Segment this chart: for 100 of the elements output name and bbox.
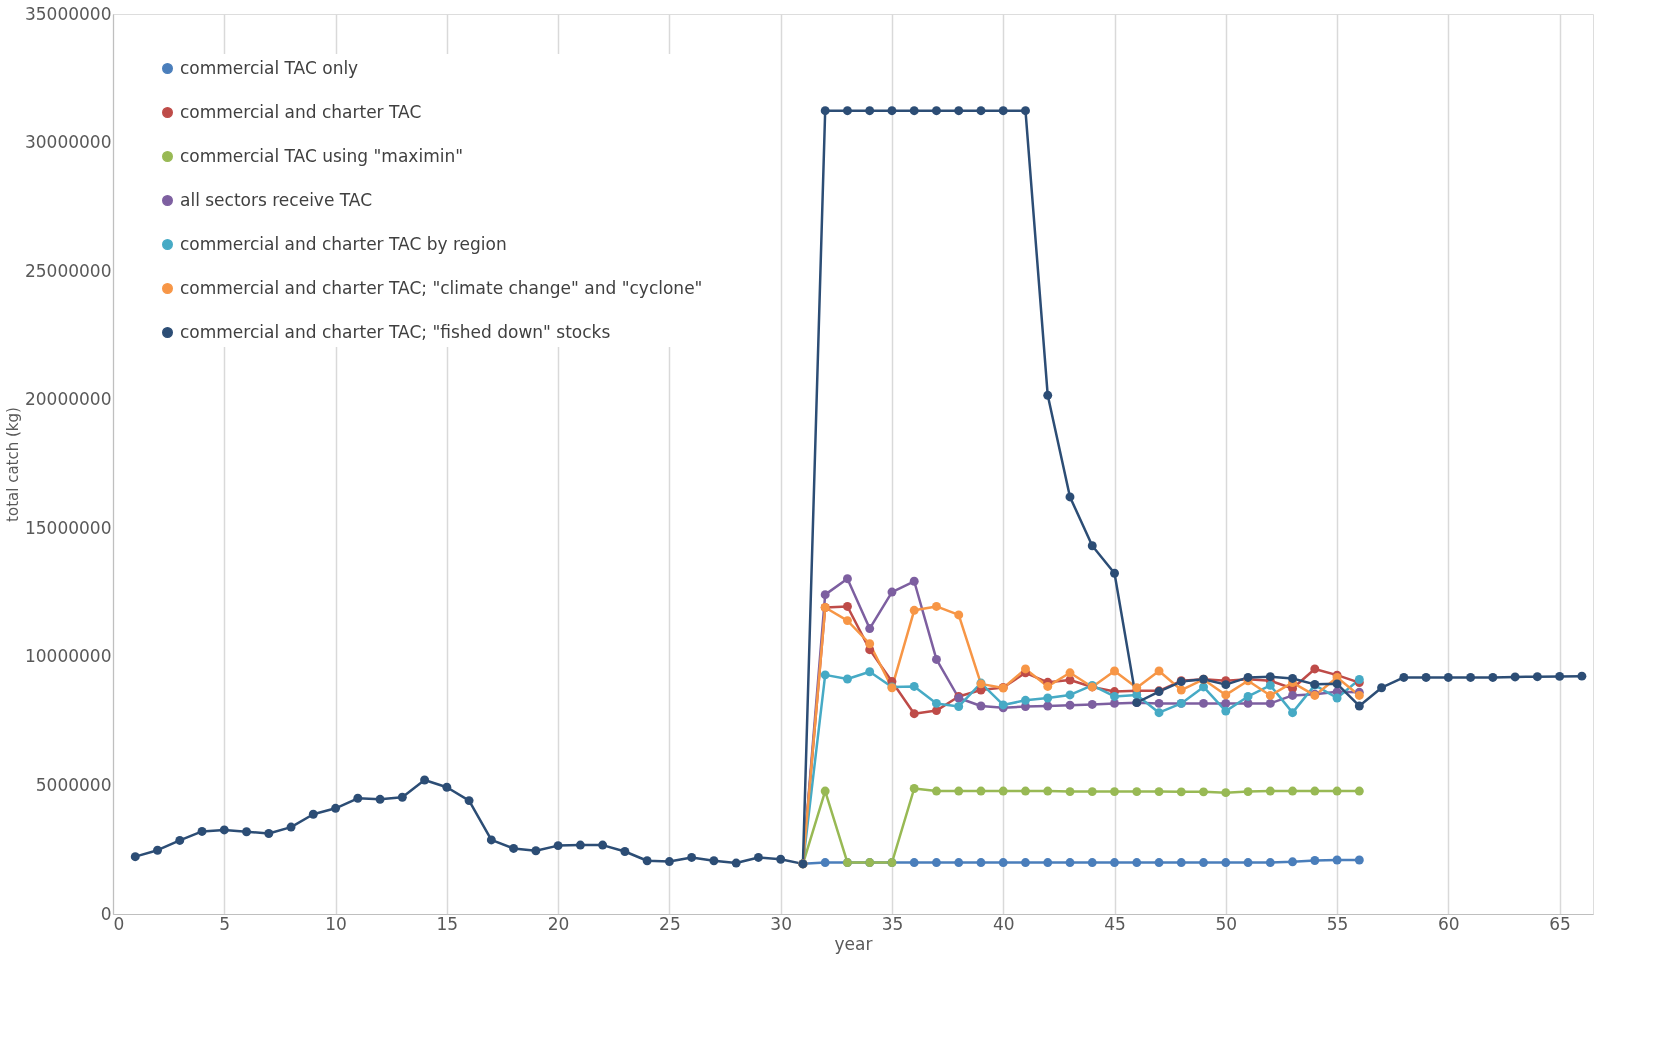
point bbox=[1043, 858, 1053, 868]
point bbox=[1265, 786, 1275, 796]
point bbox=[1199, 682, 1208, 692]
point bbox=[954, 858, 964, 868]
point bbox=[865, 624, 875, 634]
point bbox=[1043, 681, 1053, 691]
point bbox=[1065, 787, 1075, 797]
point bbox=[1087, 858, 1097, 868]
point bbox=[954, 610, 964, 620]
point bbox=[1221, 858, 1231, 868]
point bbox=[1154, 698, 1164, 708]
point bbox=[976, 701, 986, 711]
point bbox=[1332, 855, 1342, 865]
point bbox=[1221, 788, 1231, 798]
y-tick-label: 35000000 bbox=[24, 3, 112, 24]
legend-label: commercial TAC using "maximin" bbox=[180, 145, 464, 166]
x-tick-label: 50 bbox=[1215, 913, 1238, 934]
x-tick-label: 10 bbox=[325, 913, 347, 934]
x-tick-label: 45 bbox=[1104, 913, 1126, 934]
point bbox=[1221, 706, 1231, 716]
point bbox=[1354, 786, 1364, 796]
point bbox=[931, 601, 941, 611]
y-tick-label: 30000000 bbox=[24, 132, 112, 153]
point bbox=[931, 786, 941, 796]
point bbox=[1354, 855, 1364, 865]
x-tick-label: 30 bbox=[770, 913, 792, 934]
x-tick-label: 60 bbox=[1438, 913, 1460, 934]
point bbox=[931, 858, 941, 868]
legend-label: commercial and charter TAC; "climate change" and "cyclone" bbox=[180, 277, 703, 298]
point bbox=[931, 706, 941, 716]
point bbox=[1043, 693, 1053, 703]
x-tick-label: 20 bbox=[547, 913, 570, 934]
point bbox=[1265, 698, 1275, 708]
y-tick-label: 20000000 bbox=[24, 389, 112, 410]
x-axis-title: year bbox=[834, 933, 873, 954]
point bbox=[1087, 699, 1097, 709]
point bbox=[1110, 691, 1119, 701]
y-tick-label: 10000000 bbox=[24, 646, 112, 667]
point bbox=[1288, 786, 1298, 796]
point bbox=[1288, 690, 1298, 700]
point bbox=[931, 698, 941, 708]
point bbox=[820, 786, 830, 796]
point bbox=[1065, 690, 1075, 700]
point bbox=[1243, 787, 1253, 797]
point bbox=[842, 574, 852, 584]
point bbox=[1332, 786, 1342, 796]
point bbox=[1110, 787, 1119, 797]
point bbox=[1043, 701, 1053, 711]
x-tick-label: 40 bbox=[992, 913, 1015, 934]
point bbox=[909, 681, 919, 691]
point bbox=[1154, 787, 1164, 797]
point bbox=[1199, 698, 1208, 708]
point bbox=[1110, 858, 1119, 868]
point bbox=[1110, 666, 1119, 676]
legend-label: all sectors receive TAC bbox=[180, 189, 373, 210]
point bbox=[954, 702, 964, 711]
y-tick-label: 5000000 bbox=[35, 774, 112, 795]
legend-label: commercial and charter TAC by region bbox=[180, 233, 507, 254]
point bbox=[1132, 787, 1142, 797]
point bbox=[865, 667, 875, 677]
point bbox=[1087, 787, 1097, 797]
point bbox=[1154, 708, 1164, 718]
point bbox=[1065, 858, 1075, 868]
point bbox=[954, 786, 964, 796]
point bbox=[1021, 858, 1030, 868]
point bbox=[1132, 858, 1142, 868]
point bbox=[1265, 680, 1275, 690]
legend-label: commercial TAC only bbox=[180, 57, 359, 78]
x-tick-label: 0 bbox=[113, 913, 125, 934]
point bbox=[820, 670, 830, 680]
point bbox=[820, 590, 830, 600]
x-tick-label: 25 bbox=[659, 913, 681, 934]
point bbox=[1354, 675, 1364, 684]
point bbox=[1310, 856, 1320, 865]
point bbox=[1332, 693, 1342, 703]
y-tick-label: 15000000 bbox=[24, 517, 112, 538]
point bbox=[1043, 786, 1053, 796]
point bbox=[1265, 858, 1275, 868]
point bbox=[909, 858, 919, 868]
point bbox=[1065, 668, 1075, 678]
y-axis-title: total catch (kg) bbox=[3, 407, 22, 522]
x-tick-label: 5 bbox=[219, 913, 231, 934]
point bbox=[1154, 858, 1164, 868]
point bbox=[998, 858, 1008, 868]
point bbox=[909, 576, 919, 586]
point bbox=[976, 858, 986, 868]
legend-label: commercial and charter TAC; "fished down" stocks bbox=[180, 321, 611, 342]
point bbox=[1065, 700, 1075, 710]
point bbox=[909, 784, 919, 793]
point bbox=[1310, 786, 1320, 796]
point bbox=[1221, 698, 1231, 708]
point bbox=[1243, 858, 1253, 868]
point bbox=[1021, 664, 1030, 674]
point bbox=[1288, 857, 1298, 867]
point bbox=[909, 709, 919, 719]
point bbox=[1243, 691, 1253, 701]
point bbox=[1176, 787, 1186, 797]
point bbox=[1288, 708, 1298, 718]
point bbox=[1199, 858, 1208, 868]
x-tick-label: 35 bbox=[881, 913, 904, 934]
